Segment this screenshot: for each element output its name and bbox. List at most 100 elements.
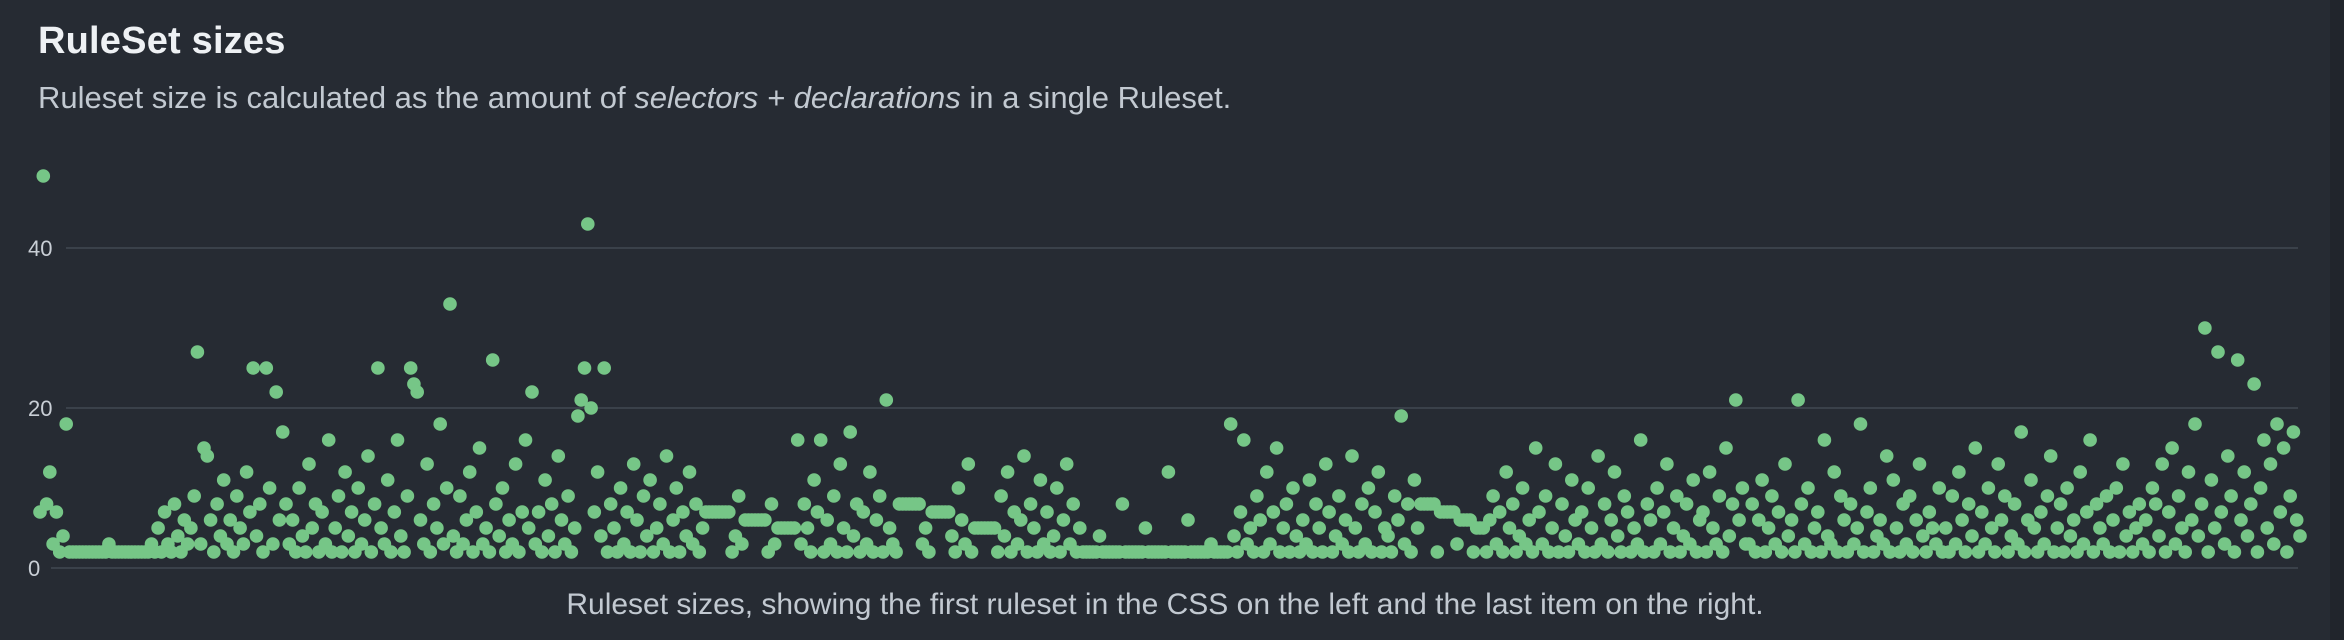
data-point (246, 361, 260, 375)
data-point (1574, 505, 1589, 519)
data-point (1509, 545, 1523, 559)
data-point (1260, 465, 1274, 479)
data-point (2060, 481, 2074, 495)
data-point (813, 433, 828, 447)
data-point (1253, 513, 1267, 527)
data-point (357, 513, 372, 527)
data-point (1023, 497, 1038, 511)
data-point (659, 449, 674, 463)
data-point (374, 521, 388, 535)
data-point (1794, 497, 1809, 511)
data-point (1319, 457, 1333, 471)
data-point (876, 545, 890, 559)
data-point (827, 489, 841, 503)
data-point (1017, 449, 1031, 463)
data-point (1732, 513, 1746, 527)
data-point (2040, 489, 2055, 503)
data-point (1955, 513, 1969, 527)
data-point (1847, 537, 1861, 551)
data-point (1050, 481, 1064, 495)
data-point (1371, 465, 1386, 479)
data-point (485, 353, 500, 367)
data-point (2129, 521, 2143, 535)
data-point (1965, 529, 1979, 543)
data-point (767, 537, 782, 551)
data-point (2198, 321, 2212, 335)
data-point (961, 457, 976, 471)
data-point (613, 481, 628, 495)
data-point (669, 481, 684, 495)
data-point (1220, 545, 1235, 559)
data-point (1233, 505, 1248, 519)
data-point (1545, 521, 1559, 535)
data-point (918, 521, 933, 535)
data-point (371, 361, 385, 375)
data-point (1679, 497, 1694, 511)
data-point (1486, 489, 1500, 503)
data-point (2270, 417, 2284, 431)
data-point (836, 521, 851, 535)
data-point (289, 545, 303, 559)
data-point (331, 489, 346, 503)
data-point (305, 521, 320, 535)
data-point (1345, 449, 1359, 463)
data-point (1879, 449, 1894, 463)
data-point (623, 545, 638, 559)
data-point (384, 545, 398, 559)
data-point (2063, 529, 2078, 543)
data-point (1279, 497, 1294, 511)
data-point (1830, 545, 1845, 559)
data-point (223, 513, 237, 527)
data-point (2194, 497, 2209, 511)
data-point (567, 521, 582, 535)
data-point (164, 545, 178, 559)
data-point (1053, 545, 1067, 559)
data-point (2237, 465, 2251, 479)
data-point (676, 505, 690, 519)
data-point (239, 465, 254, 479)
data-point (171, 529, 185, 543)
data-point (2103, 545, 2117, 559)
data-point (1958, 545, 1973, 559)
data-point (2073, 465, 2087, 479)
data-point (1565, 473, 1579, 487)
data-point (354, 537, 369, 551)
data-point (1538, 489, 1553, 503)
data-point (180, 537, 195, 551)
data-point (2257, 433, 2271, 447)
subtitle-italic-text: selectors + declarations (634, 80, 961, 115)
data-point (243, 505, 257, 519)
data-point (1479, 545, 1494, 559)
data-point (843, 425, 857, 439)
data-point (420, 457, 434, 471)
data-point (2053, 497, 2068, 511)
data-point (1715, 545, 1730, 559)
data-point (643, 473, 657, 487)
data-point (1994, 513, 2009, 527)
data-point (1302, 473, 1317, 487)
data-point (551, 449, 566, 463)
data-point (338, 465, 352, 479)
data-point (2286, 425, 2301, 439)
data-point (2112, 545, 2127, 559)
data-point (2188, 417, 2202, 431)
data-point (636, 489, 651, 503)
data-point (380, 473, 395, 487)
data-point (1755, 473, 1769, 487)
data-point (951, 481, 966, 495)
data-point (1614, 545, 1628, 559)
data-point (764, 497, 779, 511)
data-point (1230, 545, 1244, 559)
data-point (758, 513, 772, 527)
data-point (1483, 513, 1497, 527)
data-point (1948, 537, 1963, 551)
data-point (1863, 481, 1878, 495)
data-point (2224, 489, 2238, 503)
data-point (1781, 529, 1796, 543)
data-point (167, 497, 182, 511)
data-point (394, 529, 408, 543)
data-point (269, 385, 284, 399)
data-point (646, 545, 661, 559)
data-point (794, 537, 808, 551)
